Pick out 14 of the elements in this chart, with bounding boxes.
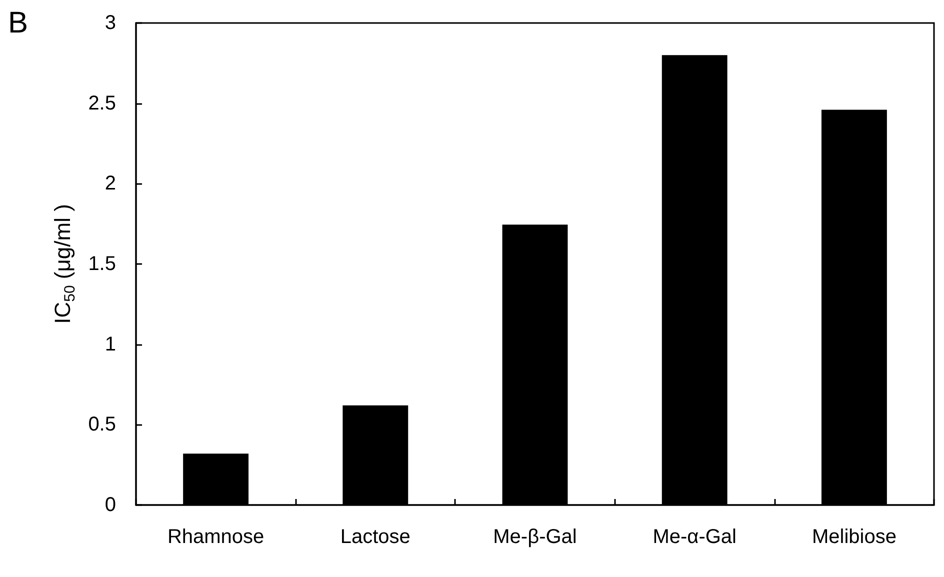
y-tick-label: 3	[104, 12, 116, 34]
y-tick-label: 0	[104, 494, 116, 516]
y-axis-title: IC50 (μg/ml )	[50, 204, 78, 324]
y-tick-label: 1	[104, 333, 116, 356]
y-tick-label: 2	[104, 172, 116, 195]
x-tick-label: Lactose	[340, 526, 410, 548]
y-tick-label: 1.5	[88, 253, 116, 275]
x-tick-label: Melibiose	[812, 526, 896, 548]
text: B	[8, 6, 28, 40]
y-tick-label: 0.5	[88, 414, 116, 436]
x-tick-label: Me-α-Gal	[652, 526, 736, 548]
x-tick-label: Me-β-Gal	[493, 526, 577, 548]
x-tick-label: Rhamnose	[167, 526, 264, 548]
y-tick-label: 2.5	[88, 92, 116, 114]
